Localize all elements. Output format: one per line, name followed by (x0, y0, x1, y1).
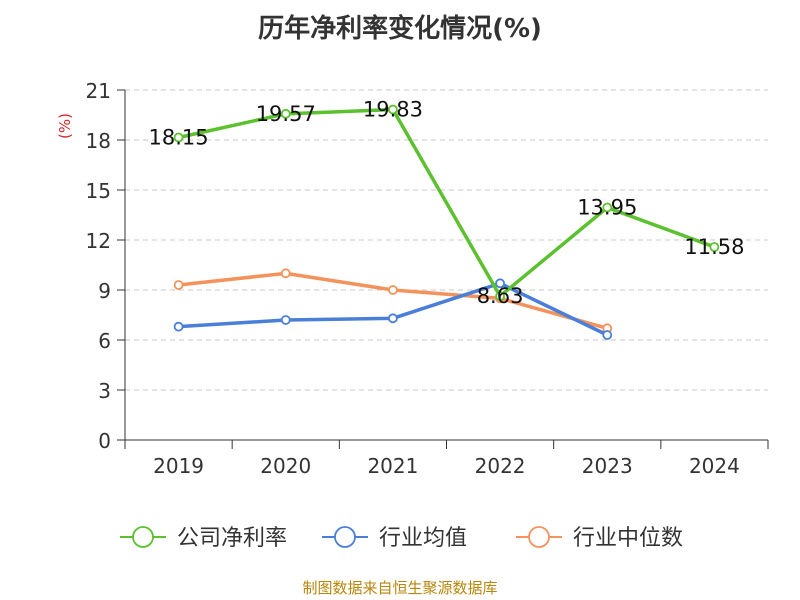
data-point (173, 321, 184, 332)
x-tick-label: 2022 (475, 454, 526, 478)
data-point (173, 132, 184, 143)
y-tick-label: 3 (98, 379, 111, 403)
data-point (388, 104, 398, 115)
y-axis-label: (%) (56, 113, 74, 139)
data-point (388, 285, 398, 295)
axis-layer: 0 3 6 9 12 15 18 21 (%) 2019 2020 2021 2022 2023 2024 (56, 79, 769, 478)
x-tick-label: 2020 (260, 454, 311, 478)
x-tick-label: 2023 (582, 454, 633, 478)
grid-layer (125, 89, 768, 391)
y-tick-label: 6 (98, 329, 111, 353)
legend-marker (334, 526, 356, 548)
legend-item-label: 行业均值 (379, 526, 467, 551)
data-point (173, 280, 184, 290)
x-tick-label: 2021 (367, 454, 418, 478)
x-tick-label: 2024 (689, 454, 740, 478)
data-label-layer: 18.15 19.57 19.83 8.63 13.95 11.58 (149, 98, 745, 309)
data-point (280, 108, 291, 119)
legend[interactable]: 公司净利率 行业均值 行业中位数 (120, 526, 683, 551)
y-tick-label: 21 (86, 79, 111, 103)
y-tick-label: 9 (98, 279, 111, 303)
legend-item-label: 公司净利率 (177, 526, 287, 551)
y-tick-label: 0 (98, 429, 111, 453)
legend-marker (528, 526, 550, 548)
series-line (178, 107, 716, 298)
series-layer (173, 104, 720, 340)
data-label: 13.95 (577, 196, 637, 220)
data-point (495, 291, 505, 302)
data-point (495, 278, 505, 289)
data-label: 18.15 (149, 126, 209, 150)
data-label: 19.83 (363, 98, 423, 122)
y-tick-label: 18 (86, 129, 111, 153)
data-point (280, 315, 291, 325)
data-point (280, 268, 291, 279)
x-tick-label: 2019 (153, 454, 204, 478)
data-label: 11.58 (684, 235, 744, 259)
y-tick-label: 15 (86, 179, 111, 203)
data-label: 8.63 (477, 284, 524, 308)
legend-item-label: 行业中位数 (573, 526, 683, 551)
data-point (709, 242, 720, 252)
chart-title: 历年净利率变化情况(%) (258, 14, 542, 44)
y-tick-label: 12 (86, 229, 111, 253)
data-point (602, 330, 613, 340)
legend-marker (132, 526, 154, 548)
source-note: 制图数据来自恒生聚源数据库 (302, 579, 498, 597)
data-point (602, 202, 613, 213)
data-point (388, 313, 398, 324)
data-label: 19.57 (256, 102, 316, 126)
